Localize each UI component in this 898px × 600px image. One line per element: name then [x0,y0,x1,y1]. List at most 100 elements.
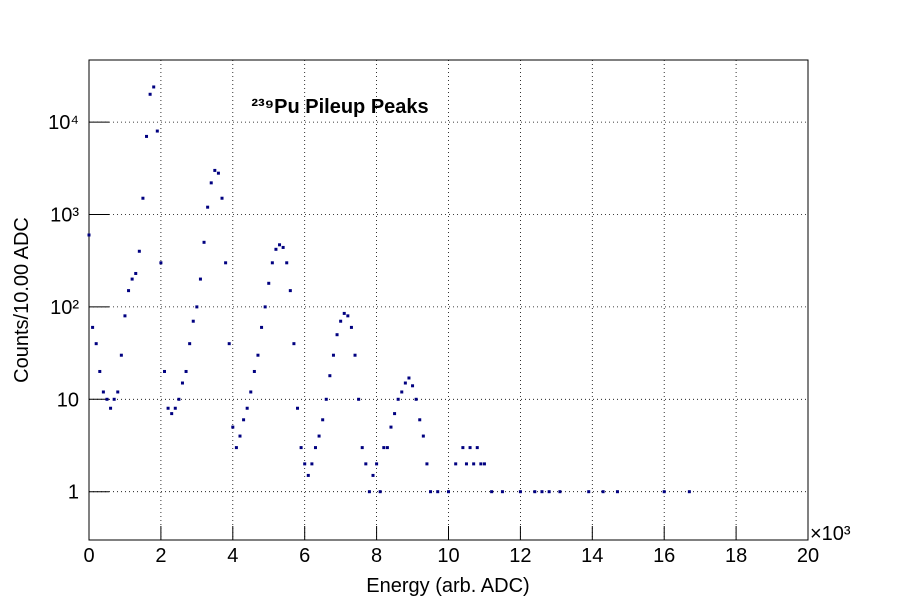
data-point [188,342,192,346]
data-point [367,490,371,494]
data-point [429,490,433,494]
data-point [141,196,145,200]
data-point [378,490,382,494]
data-point [159,261,163,265]
data-point [245,406,249,410]
data-point [533,490,537,494]
data-point [324,397,328,401]
data-point [270,261,274,265]
data-point [360,446,364,450]
data-point [400,390,404,394]
x-tick-label: 16 [653,545,675,567]
data-point [321,418,325,422]
data-point [335,333,339,337]
data-point [224,261,228,265]
data-point [206,205,210,209]
data-point [252,369,256,373]
data-point [227,342,231,346]
data-point [213,168,217,172]
data-point [411,384,415,388]
x-tick-label: 18 [725,545,747,567]
data-point [540,490,544,494]
data-point [385,446,389,450]
data-point [425,462,429,466]
data-point [137,249,141,253]
data-point [375,462,379,466]
data-point [587,490,591,494]
data-point [242,418,246,422]
data-point [216,171,220,175]
data-point [421,434,425,438]
data-point [331,353,335,357]
data-point [382,446,386,450]
data-point [148,92,152,96]
data-point [173,406,177,410]
data-point [177,397,181,401]
data-point [274,247,278,251]
data-point [94,342,98,346]
data-point [558,490,562,494]
x-tick-label: 4 [227,545,238,567]
x-tick-label: 20 [797,545,819,567]
data-point [234,446,238,450]
data-point [313,446,317,450]
data-point [303,462,307,466]
data-point [472,462,476,466]
data-point [127,289,131,293]
data-point [281,245,285,249]
data-point [98,369,102,373]
data-point [349,325,353,329]
data-point [500,490,504,494]
data-point [353,353,357,357]
data-point [615,490,619,494]
x-tick-label: 14 [581,545,603,567]
data-point [278,243,282,247]
data-point [87,233,91,237]
data-point [687,490,691,494]
y-tick-label: 10³ [50,204,79,226]
data-point [145,134,149,138]
data-point [101,390,105,394]
x-multiplier: ×10³ [810,523,851,545]
data-point [285,261,289,265]
data-point [220,196,224,200]
x-tick-label: 6 [299,545,310,567]
data-point [162,369,166,373]
data-point [155,129,159,133]
data-point [119,353,123,357]
data-point [407,376,411,380]
data-point [479,462,483,466]
data-point [396,397,400,401]
x-tick-label: 0 [83,545,94,567]
data-point [464,462,468,466]
data-point [267,281,271,285]
data-point [328,374,332,378]
data-point [461,446,465,450]
y-axis-label: Counts/10.00 ADC [11,217,33,383]
data-point [454,462,458,466]
data-point [109,406,113,410]
data-point [662,490,666,494]
data-point [364,462,368,466]
data-point [299,446,303,450]
data-point [310,462,314,466]
x-tick-label: 10 [437,545,459,567]
data-point [414,397,418,401]
y-tick-label: 10⁴ [48,112,79,134]
data-point [116,390,120,394]
data-point [403,381,407,385]
data-point [130,277,134,281]
data-point [202,240,206,244]
data-point [191,319,195,323]
chart-title: ²³⁹Pu Pileup Peaks [251,96,428,118]
data-point [490,490,494,494]
data-point [468,446,472,450]
data-point [238,434,242,438]
data-point [195,305,199,309]
data-point [263,305,267,309]
data-point [601,490,605,494]
data-point [231,425,235,429]
data-point [91,325,95,329]
data-point [317,434,321,438]
